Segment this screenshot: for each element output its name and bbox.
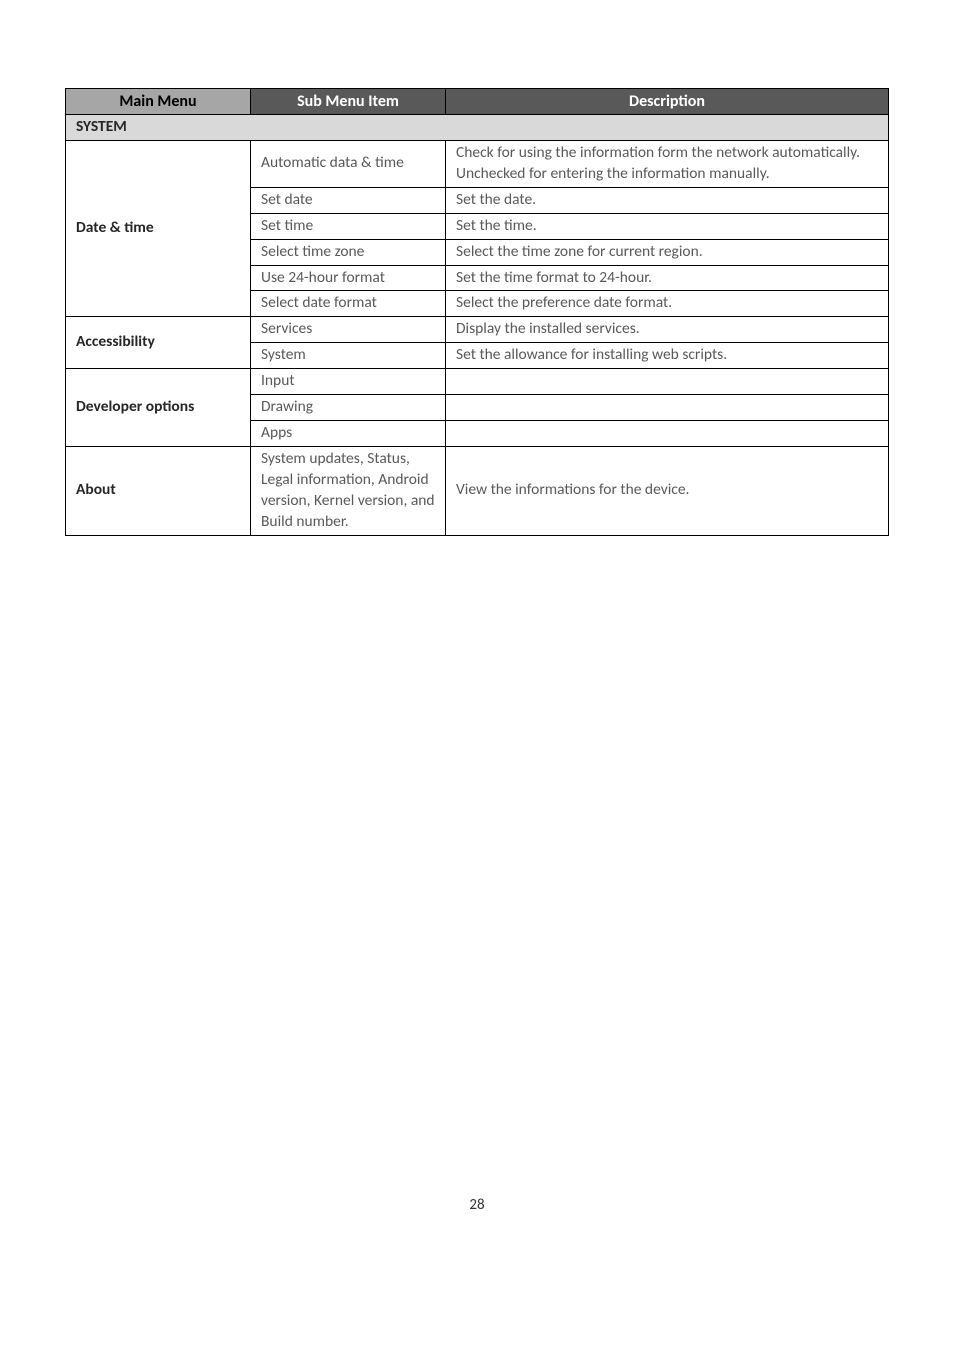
main-menu-cell: Date & time: [66, 140, 251, 316]
section-label: SYSTEM: [66, 115, 889, 141]
sub-menu-cell: Select time zone: [251, 239, 446, 265]
sub-menu-cell: Services: [251, 317, 446, 343]
page-number: 28: [65, 1196, 889, 1214]
sub-menu-cell: System: [251, 343, 446, 369]
sub-menu-cell: Drawing: [251, 395, 446, 421]
table-row: Developer optionsInput: [66, 369, 889, 395]
description-cell: Display the installed services.: [446, 317, 889, 343]
table-row: AboutSystem updates, Status, Legal infor…: [66, 446, 889, 535]
col-header-desc: Description: [446, 89, 889, 115]
sub-menu-cell: Set time: [251, 213, 446, 239]
sub-menu-cell: Apps: [251, 421, 446, 447]
sub-menu-cell: Automatic data & time: [251, 140, 446, 187]
table-row: Date & timeAutomatic data & timeCheck fo…: [66, 140, 889, 187]
settings-table: Main Menu Sub Menu Item Description SYST…: [65, 88, 889, 536]
description-cell: [446, 369, 889, 395]
description-cell: Set the time format to 24-hour.: [446, 265, 889, 291]
sub-menu-cell: Use 24-hour format: [251, 265, 446, 291]
description-cell: Set the date.: [446, 187, 889, 213]
sub-menu-cell: Select date format: [251, 291, 446, 317]
col-header-sub: Sub Menu Item: [251, 89, 446, 115]
description-cell: Select the time zone for current region.: [446, 239, 889, 265]
description-cell: Select the preference date format.: [446, 291, 889, 317]
description-cell: [446, 395, 889, 421]
description-cell: Set the allowance for installing web scr…: [446, 343, 889, 369]
main-menu-cell: Accessibility: [66, 317, 251, 369]
sub-menu-cell: Input: [251, 369, 446, 395]
description-cell: View the informations for the device.: [446, 446, 889, 535]
table-header-row: Main Menu Sub Menu Item Description: [66, 89, 889, 115]
main-menu-cell: Developer options: [66, 369, 251, 447]
table-row: AccessibilityServicesDisplay the install…: [66, 317, 889, 343]
description-cell: Check for using the information form the…: [446, 140, 889, 187]
sub-menu-cell: Set date: [251, 187, 446, 213]
table-body: SYSTEM Date & timeAutomatic data & timeC…: [66, 115, 889, 536]
main-menu-cell: About: [66, 446, 251, 535]
sub-menu-cell: System updates, Status, Legal informatio…: [251, 446, 446, 535]
section-row: SYSTEM: [66, 115, 889, 141]
description-cell: Set the time.: [446, 213, 889, 239]
col-header-main: Main Menu: [66, 89, 251, 115]
description-cell: [446, 421, 889, 447]
